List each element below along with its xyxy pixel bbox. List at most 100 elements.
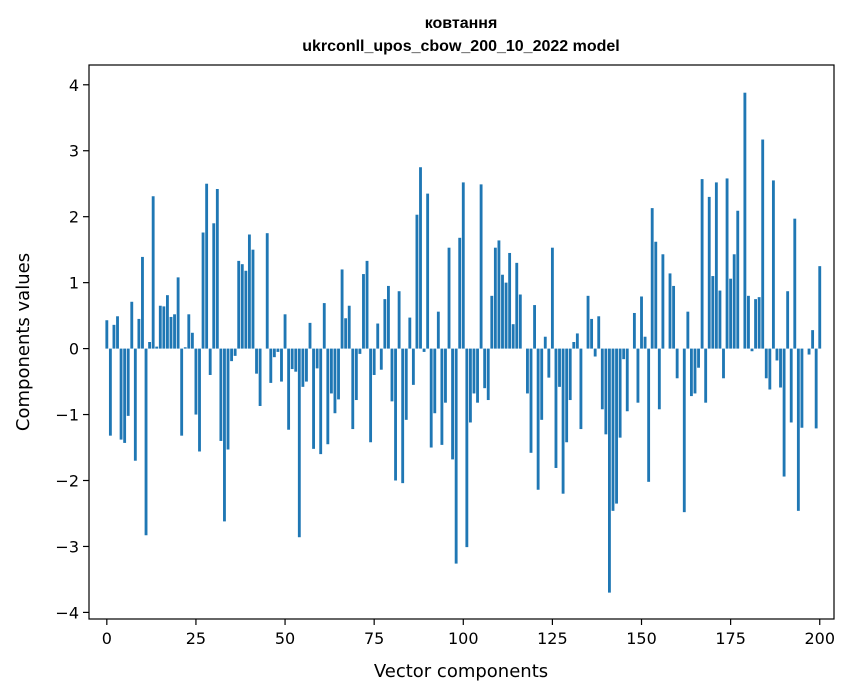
bar-26 — [198, 348, 201, 452]
bar-89 — [422, 348, 426, 352]
bar-119 — [529, 348, 533, 453]
bar-179 — [743, 92, 747, 349]
bar-171 — [714, 182, 718, 349]
bar-170 — [711, 276, 715, 349]
bar-100 — [461, 182, 465, 349]
bar-31 — [215, 188, 219, 349]
bar-190 — [782, 348, 786, 477]
bar-198 — [811, 330, 815, 349]
bar-158 — [668, 273, 672, 349]
bar-30 — [212, 223, 216, 349]
bar-148 — [632, 312, 636, 349]
bar-112 — [504, 282, 508, 349]
bar-5 — [123, 348, 127, 443]
bar-0 — [105, 320, 109, 349]
bar-194 — [796, 348, 800, 511]
bar-54 — [297, 348, 301, 538]
bar-14 — [155, 346, 159, 349]
bar-97 — [451, 348, 455, 460]
bar-12 — [148, 342, 152, 349]
bar-91 — [429, 348, 433, 448]
bar-176 — [732, 254, 736, 349]
bar-61 — [322, 303, 326, 349]
bar-131 — [572, 342, 576, 349]
bar-132 — [575, 333, 579, 349]
y-tick-label: 4 — [69, 76, 79, 95]
bar-77 — [379, 348, 383, 370]
bar-16 — [162, 306, 166, 349]
bar-115 — [515, 262, 519, 349]
bar-83 — [401, 348, 405, 484]
bar-192 — [789, 348, 793, 423]
bar-141 — [608, 348, 611, 593]
bar-94 — [440, 348, 444, 445]
bar-122 — [540, 348, 544, 420]
x-tick-label: 0 — [102, 629, 112, 648]
bar-58 — [312, 348, 315, 449]
bar-168 — [704, 348, 708, 403]
bar-105 — [479, 184, 483, 349]
bar-21 — [180, 348, 184, 436]
bar-165 — [693, 348, 697, 394]
bar-172 — [718, 290, 722, 349]
bar-142 — [611, 348, 615, 511]
bar-180 — [747, 295, 750, 349]
bar-114 — [511, 324, 515, 349]
y-tick-label: 2 — [69, 208, 79, 227]
bar-2 — [112, 324, 116, 349]
bar-130 — [568, 348, 572, 401]
bar-4 — [119, 348, 123, 440]
bar-174 — [725, 178, 729, 349]
bar-199 — [814, 348, 818, 429]
bar-96 — [447, 247, 451, 349]
bar-166 — [697, 348, 700, 368]
bar-33 — [223, 348, 226, 522]
bar-125 — [550, 247, 554, 349]
bar-47 — [272, 348, 276, 358]
bar-81 — [394, 348, 397, 481]
bar-11 — [144, 348, 148, 536]
bar-149 — [636, 348, 640, 403]
bar-64 — [333, 348, 337, 414]
bar-139 — [600, 348, 604, 410]
chart-title-line-1: ковтання — [425, 15, 498, 32]
x-tick-label: 175 — [715, 629, 746, 648]
bar-56 — [305, 348, 308, 382]
bar-87 — [415, 214, 419, 349]
x-axis-label: Vector components — [374, 661, 548, 682]
bar-156 — [661, 254, 665, 349]
y-tick-label: −1 — [55, 406, 79, 425]
bar-106 — [483, 348, 487, 389]
y-axis-label: Components values — [13, 253, 34, 431]
bar-189 — [779, 348, 782, 388]
bar-82 — [397, 291, 401, 349]
bar-69 — [351, 348, 355, 430]
bar-128 — [561, 348, 565, 494]
bar-124 — [547, 348, 551, 378]
bar-160 — [675, 348, 679, 379]
bar-138 — [597, 316, 601, 349]
bar-49 — [280, 348, 283, 382]
bar-65 — [337, 348, 340, 400]
bar-137 — [593, 348, 597, 357]
bar-85 — [408, 317, 412, 349]
bar-163 — [686, 311, 690, 349]
bar-164 — [689, 348, 693, 397]
x-tick-label: 75 — [364, 629, 384, 648]
bar-84 — [404, 348, 408, 420]
bar-79 — [387, 285, 390, 349]
x-tick-label: 50 — [275, 629, 295, 648]
bar-24 — [190, 332, 194, 349]
bar-118 — [526, 348, 529, 394]
bar-152 — [647, 348, 651, 482]
bar-78 — [383, 299, 387, 349]
bar-42 — [255, 348, 258, 374]
bar-20 — [176, 277, 180, 349]
bar-series — [105, 92, 822, 593]
bar-120 — [533, 305, 536, 349]
bar-101 — [465, 348, 469, 548]
bar-110 — [497, 240, 501, 349]
bar-10 — [141, 256, 144, 349]
bar-159 — [672, 285, 676, 349]
bar-182 — [754, 299, 757, 349]
